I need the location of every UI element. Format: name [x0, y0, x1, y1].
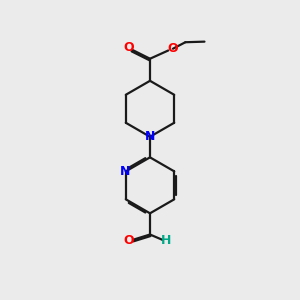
Text: O: O [124, 41, 134, 54]
Text: O: O [124, 235, 134, 248]
Text: O: O [167, 42, 178, 55]
Text: N: N [119, 165, 130, 178]
Text: N: N [145, 130, 155, 143]
Text: H: H [161, 235, 172, 248]
